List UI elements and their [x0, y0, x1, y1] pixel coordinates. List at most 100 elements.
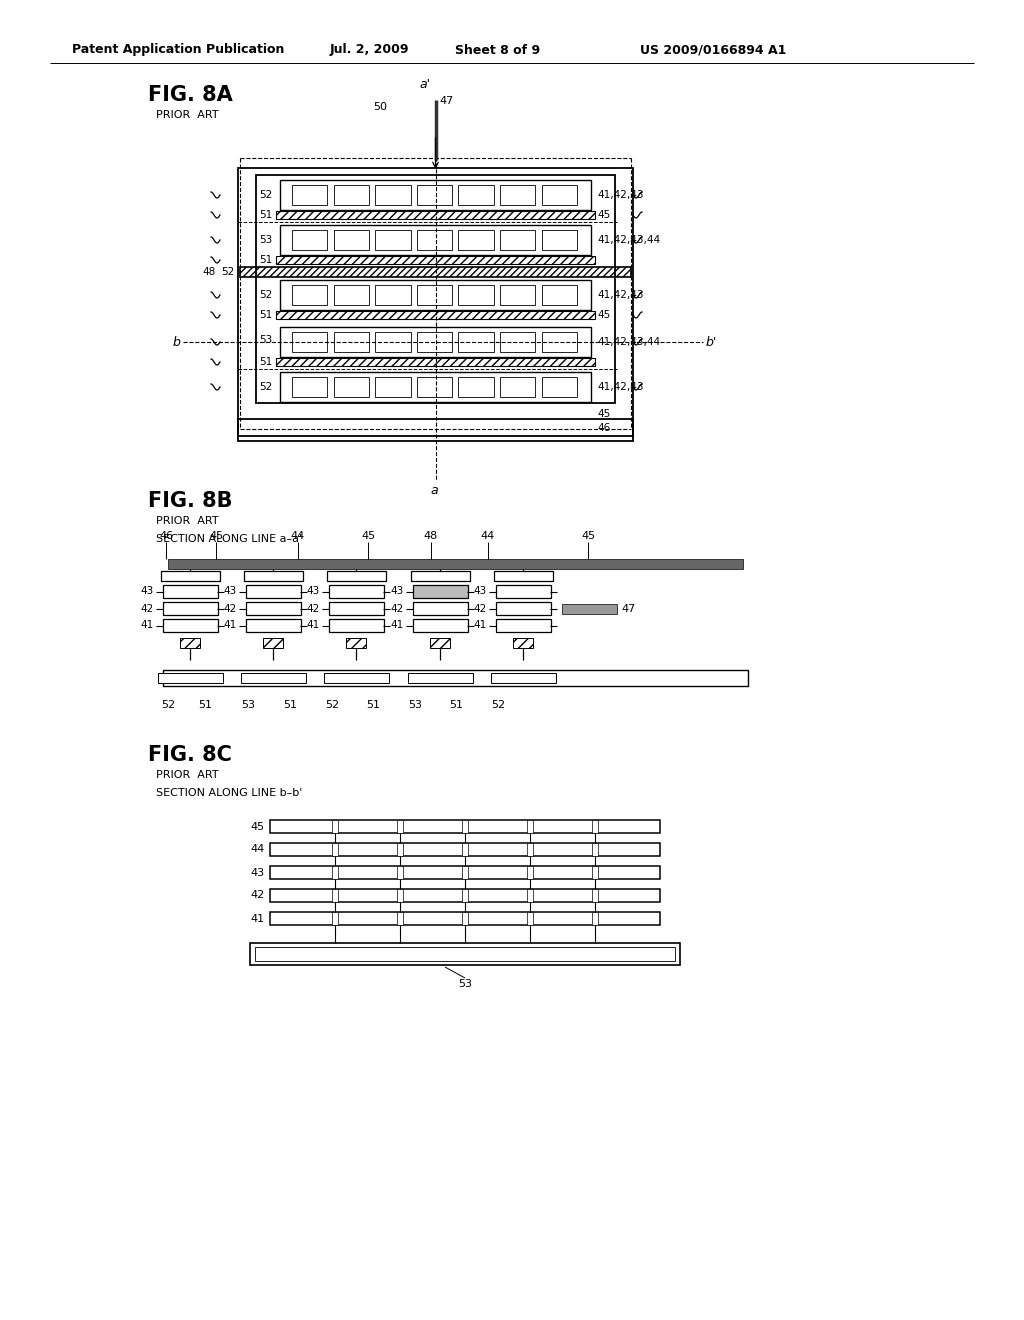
Text: Sheet 8 of 9: Sheet 8 of 9	[455, 44, 540, 57]
Bar	[542, 285, 577, 305]
Bar	[500, 185, 536, 205]
Text: 51: 51	[259, 310, 272, 319]
Bar	[292, 185, 328, 205]
Text: 52: 52	[259, 290, 272, 300]
Bar	[542, 185, 577, 205]
Text: 53: 53	[259, 335, 272, 345]
Text: 43: 43	[224, 586, 237, 597]
Text: 52: 52	[161, 700, 175, 710]
Text: 48: 48	[203, 267, 216, 277]
Text: 42: 42	[224, 603, 237, 614]
Bar	[527, 866, 534, 879]
Bar	[256, 176, 615, 403]
Text: 52: 52	[221, 267, 234, 277]
Text: 41,42,43: 41,42,43	[597, 381, 643, 392]
Bar	[542, 333, 577, 351]
Text: 42: 42	[391, 603, 404, 614]
Bar	[397, 843, 403, 855]
Text: FIG. 8A: FIG. 8A	[148, 84, 232, 106]
Bar	[462, 866, 468, 879]
Bar	[334, 185, 369, 205]
Bar	[562, 603, 617, 614]
Text: 42: 42	[251, 891, 265, 900]
Bar	[375, 378, 411, 396]
Bar	[417, 231, 453, 249]
Bar	[462, 843, 468, 855]
Bar	[332, 888, 338, 902]
Bar	[270, 888, 660, 902]
Text: 45: 45	[597, 409, 610, 418]
Text: 45: 45	[597, 310, 610, 319]
Bar	[527, 888, 534, 902]
Bar	[417, 378, 453, 396]
Text: b: b	[172, 335, 180, 348]
Bar	[329, 619, 384, 632]
Text: 52: 52	[259, 190, 272, 201]
Bar	[500, 285, 536, 305]
Text: 44: 44	[481, 531, 496, 541]
Bar	[246, 585, 301, 598]
Text: 53: 53	[259, 235, 272, 246]
Bar	[527, 843, 534, 855]
Bar	[250, 942, 680, 965]
Bar	[496, 585, 551, 598]
Bar	[324, 673, 389, 682]
Bar	[292, 378, 328, 396]
Bar	[238, 418, 633, 441]
Bar	[280, 224, 591, 255]
Text: 52: 52	[490, 700, 505, 710]
Bar	[417, 285, 453, 305]
Text: PRIOR  ART: PRIOR ART	[156, 516, 219, 525]
Bar	[240, 267, 631, 277]
Bar	[332, 912, 338, 925]
Bar	[413, 602, 468, 615]
Text: 41: 41	[140, 620, 154, 631]
Text: b': b'	[706, 335, 717, 348]
Bar	[542, 231, 577, 249]
Bar	[417, 333, 453, 351]
Text: 44: 44	[291, 531, 305, 541]
Bar	[163, 602, 218, 615]
Bar	[334, 378, 369, 396]
Text: 45: 45	[209, 531, 223, 541]
Bar	[163, 671, 748, 686]
Bar	[270, 866, 660, 879]
Text: SECTION ALONG LINE a–a': SECTION ALONG LINE a–a'	[156, 535, 302, 544]
Bar	[397, 820, 403, 833]
Bar	[346, 638, 366, 648]
Text: 47: 47	[621, 603, 635, 614]
Bar	[459, 231, 494, 249]
Text: 43: 43	[307, 586, 319, 597]
Bar	[513, 638, 534, 648]
Text: 53: 53	[241, 700, 255, 710]
Text: 45: 45	[581, 531, 595, 541]
Text: 42: 42	[140, 603, 154, 614]
Text: FIG. 8B: FIG. 8B	[148, 491, 232, 511]
Bar	[332, 843, 338, 855]
Bar	[334, 333, 369, 351]
Bar	[413, 585, 468, 598]
Bar	[276, 312, 595, 319]
Text: 52: 52	[325, 700, 339, 710]
Text: 47: 47	[439, 96, 454, 106]
Bar	[500, 333, 536, 351]
Bar	[417, 185, 453, 205]
Text: 52: 52	[259, 381, 272, 392]
Text: 53: 53	[458, 979, 472, 989]
Bar	[375, 231, 411, 249]
Text: a: a	[430, 484, 438, 498]
Bar	[332, 820, 338, 833]
Text: 51: 51	[259, 255, 272, 265]
Text: 53: 53	[408, 700, 422, 710]
Text: US 2009/0166894 A1: US 2009/0166894 A1	[640, 44, 786, 57]
Text: 51: 51	[283, 700, 297, 710]
Bar	[334, 231, 369, 249]
Bar	[490, 673, 556, 682]
Text: 51: 51	[366, 700, 380, 710]
Text: 42: 42	[307, 603, 319, 614]
Bar	[270, 820, 660, 833]
Text: 41,42,43,44: 41,42,43,44	[597, 235, 660, 246]
Text: 45: 45	[597, 210, 610, 220]
Bar	[592, 843, 598, 855]
Bar	[276, 256, 595, 264]
